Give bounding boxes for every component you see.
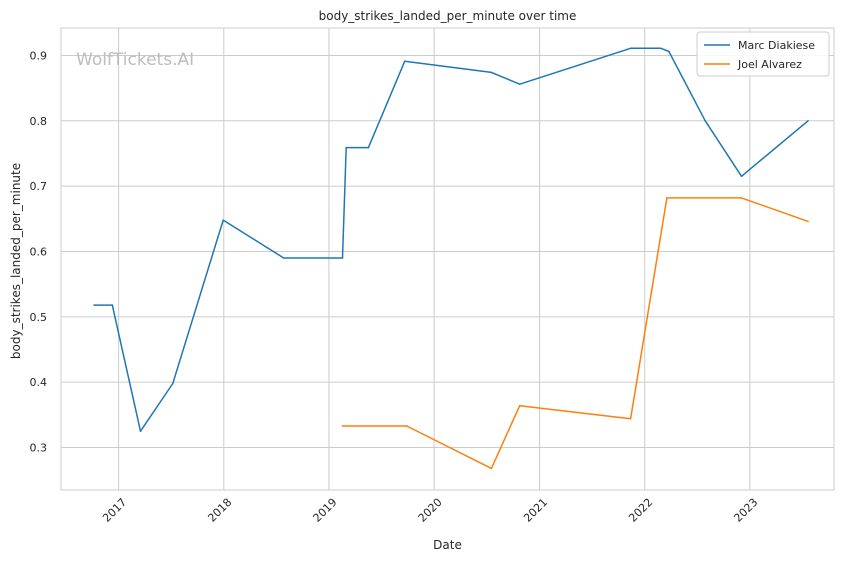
data-point-marc-diakiese-15 bbox=[704, 119, 707, 122]
data-point-marc-diakiese-10 bbox=[490, 71, 493, 74]
data-point-joel-alvarez-6 bbox=[740, 197, 743, 199]
x-axis-label: Date bbox=[433, 538, 462, 552]
watermark: WolfTickets.AI bbox=[76, 50, 194, 70]
legend: Marc Diakiese Joel Alvarez bbox=[696, 31, 830, 77]
legend-label-joel-alvarez: Joel Alvarez bbox=[737, 58, 802, 71]
data-point-marc-diakiese-13 bbox=[660, 47, 662, 50]
data-point-marc-diakiese-16 bbox=[740, 175, 743, 178]
data-point-marc-diakiese-8 bbox=[367, 146, 370, 149]
data-point-joel-alvarez-5 bbox=[666, 197, 668, 199]
data-point-marc-diakiese-3 bbox=[171, 382, 174, 385]
data-point-marc-diakiese-9 bbox=[403, 60, 406, 63]
data-point-marc-diakiese-5 bbox=[282, 257, 285, 259]
series-line-marc-diakiese bbox=[94, 47, 809, 432]
series-line-joel-alvarez bbox=[342, 197, 809, 470]
data-point-marc-diakiese-12 bbox=[629, 47, 632, 50]
plot-frame bbox=[60, 27, 835, 491]
data-point-marc-diakiese-17 bbox=[807, 119, 809, 122]
data-point-joel-alvarez-1 bbox=[405, 425, 408, 427]
y-axis-label: body_strikes_landed_per_minute bbox=[9, 163, 23, 359]
data-point-marc-diakiese-2 bbox=[139, 430, 142, 432]
y-tick-label-0.8: 0.8 bbox=[30, 115, 48, 128]
data-point-marc-diakiese-7 bbox=[345, 146, 348, 149]
data-point-marc-diakiese-11 bbox=[518, 83, 521, 85]
y-tick-labels: 0.3 0.4 0.5 0.6 0.7 0.8 0.9 bbox=[30, 49, 48, 454]
y-tick-label-0.6: 0.6 bbox=[30, 245, 48, 258]
y-tick-label-0.5: 0.5 bbox=[30, 311, 48, 324]
data-point-joel-alvarez-2 bbox=[490, 467, 493, 470]
chart-title: body_strikes_landed_per_minute over time bbox=[319, 9, 577, 23]
series-layer bbox=[93, 47, 809, 470]
y-tick-label-0.4: 0.4 bbox=[30, 376, 48, 389]
data-point-joel-alvarez-7 bbox=[807, 220, 809, 223]
data-point-joel-alvarez-4 bbox=[629, 417, 632, 420]
data-point-marc-diakiese-1 bbox=[111, 304, 114, 306]
legend-label-marc-diakiese: Marc Diakiese bbox=[738, 39, 815, 52]
y-tick-label-0.3: 0.3 bbox=[30, 442, 48, 455]
data-point-marc-diakiese-6 bbox=[341, 257, 344, 259]
data-point-marc-diakiese-0 bbox=[93, 304, 95, 306]
y-tick-label-0.7: 0.7 bbox=[30, 180, 48, 193]
data-point-marc-diakiese-4 bbox=[222, 219, 225, 221]
y-tick-label-0.9: 0.9 bbox=[30, 49, 48, 62]
data-point-marc-diakiese-14 bbox=[668, 50, 670, 53]
data-point-joel-alvarez-3 bbox=[518, 404, 521, 407]
legend-box bbox=[696, 31, 830, 77]
data-point-joel-alvarez-0 bbox=[341, 425, 344, 427]
x-gridlines bbox=[118, 28, 751, 490]
